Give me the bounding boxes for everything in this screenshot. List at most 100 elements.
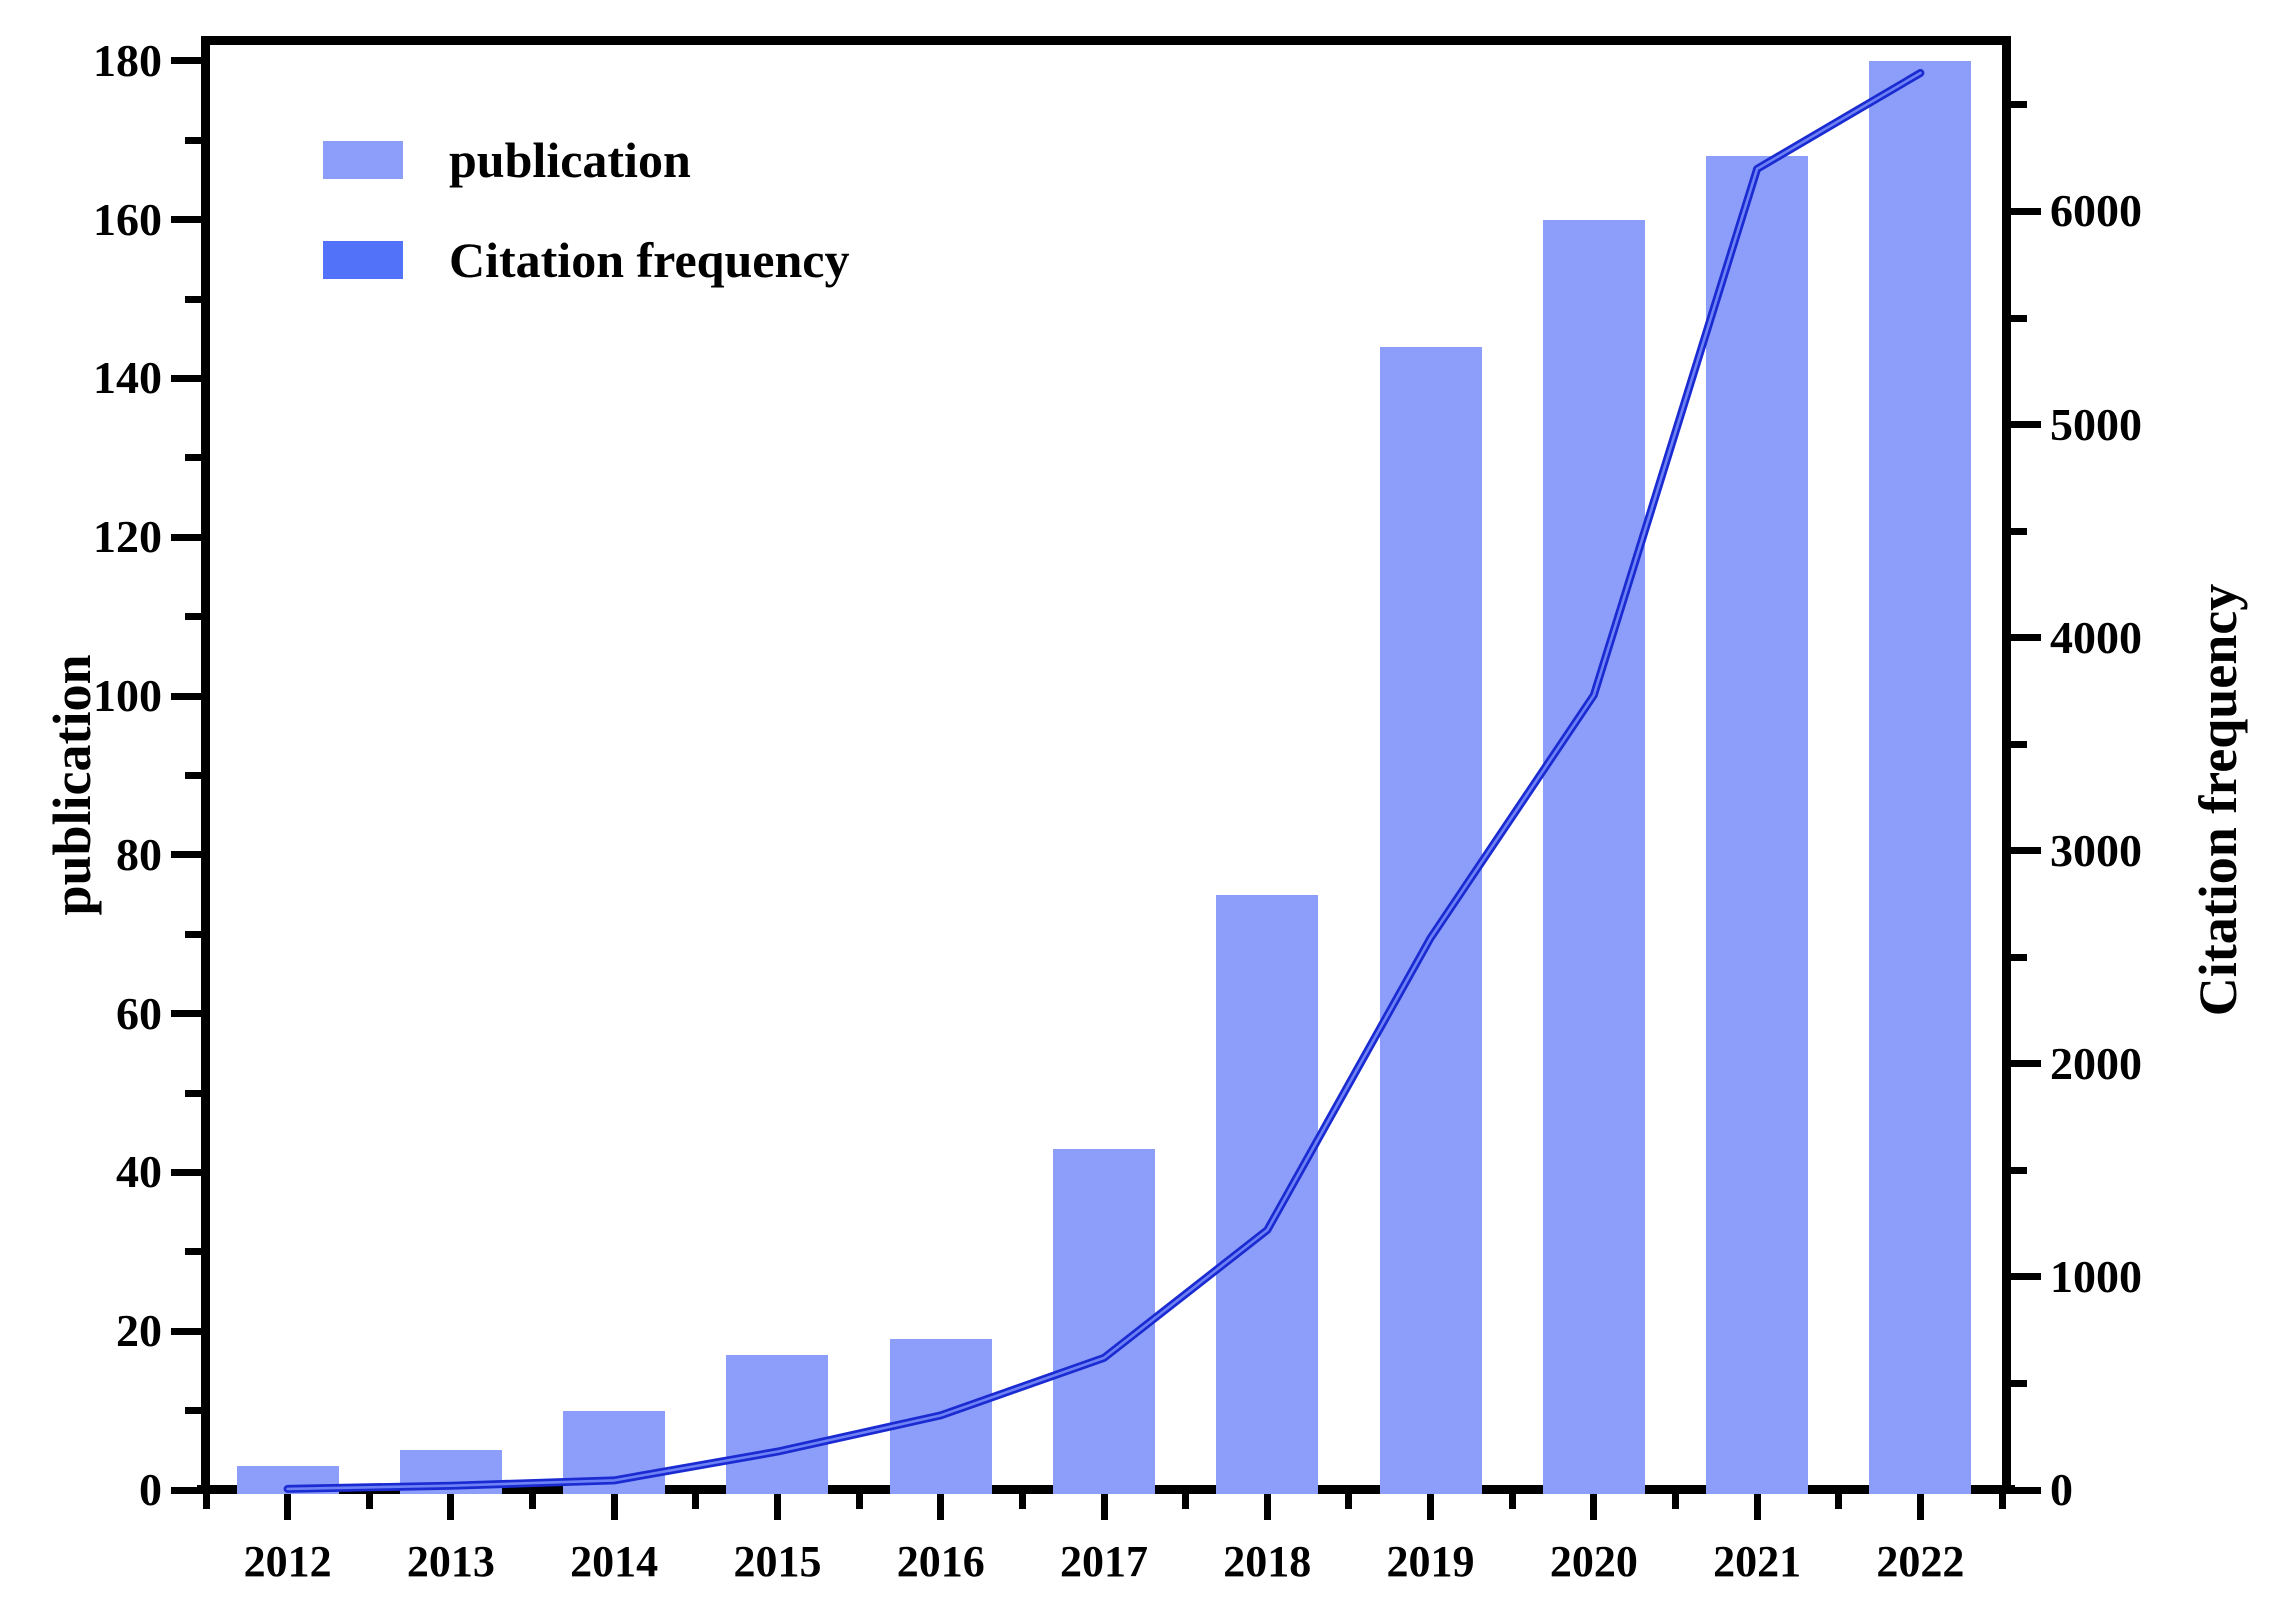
publication-bar-2017 — [1053, 1148, 1155, 1494]
right-axis-tick-label: 2000 — [2050, 1037, 2142, 1089]
x-axis-tick-label: 2022 — [1876, 1537, 1965, 1586]
left-axis-major-tick — [171, 851, 201, 859]
citation-line-core-stroke — [286, 71, 1922, 1491]
x-axis-minor-tick — [1508, 1494, 1516, 1509]
x-axis-major-tick — [937, 1494, 945, 1520]
x-axis-major-tick — [284, 1494, 292, 1520]
legend: publication Citation frequency — [323, 110, 849, 310]
left-axis-tick-label: 20 — [116, 1305, 162, 1357]
left-axis-major-tick — [171, 1010, 201, 1018]
left-axis-major-tick — [171, 692, 201, 700]
x-axis-minor-tick — [1671, 1494, 1679, 1509]
left-axis-major-tick — [171, 57, 201, 65]
x-axis-tick-label: 2012 — [243, 1537, 332, 1586]
right-axis-tick-label: 5000 — [2050, 398, 2142, 450]
publication-swatch-icon — [323, 141, 403, 179]
left-axis-minor-tick — [185, 454, 201, 462]
left-axis-minor-tick — [185, 1407, 201, 1415]
left-axis-major-tick — [171, 1327, 201, 1335]
right-axis-minor-tick — [2011, 101, 2027, 109]
x-axis-tick-label: 2020 — [1549, 1537, 1638, 1586]
legend-label-citation: Citation frequency — [449, 232, 850, 288]
x-axis-minor-tick — [529, 1494, 537, 1509]
right-axis-tick-label: 1000 — [2050, 1250, 2142, 1302]
x-axis-major-tick — [447, 1494, 455, 1520]
x-axis-minor-tick — [202, 1494, 210, 1509]
right-axis-minor-tick — [2011, 740, 2027, 748]
right-axis-tick-label: 0 — [2050, 1464, 2073, 1515]
top-spine — [201, 36, 2011, 45]
x-axis-tick-label: 2015 — [733, 1537, 822, 1586]
left-axis-minor-tick — [185, 613, 201, 621]
left-axis-major-tick — [171, 216, 201, 224]
right-axis-tick-label: 6000 — [2050, 185, 2142, 237]
x-axis-major-tick — [1916, 1494, 1924, 1520]
left-axis-tick-label: 100 — [93, 670, 162, 722]
x-axis-major-tick — [1100, 1494, 1108, 1520]
right-axis-major-tick — [2011, 847, 2041, 855]
right-axis-major-tick — [2011, 207, 2041, 215]
left-axis-major-tick — [171, 1486, 201, 1494]
x-axis-tick-label: 2017 — [1060, 1537, 1148, 1586]
left-axis-minor-tick — [185, 295, 201, 303]
left-axis-minor-tick — [185, 771, 201, 779]
x-axis-minor-tick — [1018, 1494, 1026, 1509]
x-axis-tick-label: 2018 — [1223, 1537, 1312, 1586]
left-axis-major-tick — [171, 374, 201, 382]
left-spine — [201, 36, 210, 1494]
right-axis-major-tick — [2011, 421, 2041, 429]
legend-row-publication: publication — [323, 110, 849, 210]
left-axis-major-tick — [171, 1168, 201, 1176]
x-axis-major-tick — [773, 1494, 781, 1520]
x-axis-major-tick — [1753, 1494, 1761, 1520]
left-axis-tick-label: 120 — [93, 511, 162, 563]
left-axis-minor-tick — [185, 136, 201, 144]
publication-bar-2022 — [1869, 60, 1972, 1494]
publication-bar-2015 — [726, 1355, 829, 1494]
legend-label-publication: publication — [449, 132, 691, 188]
right-spine — [2002, 36, 2011, 1494]
citation-swatch-icon — [323, 241, 403, 279]
left-axis-minor-tick — [185, 1089, 201, 1097]
left-axis-major-tick — [171, 533, 201, 541]
x-axis-major-tick — [610, 1494, 618, 1520]
right-axis-tick-label: 3000 — [2050, 824, 2142, 876]
left-axis-tick-label: 0 — [139, 1464, 162, 1515]
x-axis-tick-label: 2014 — [570, 1537, 659, 1586]
left-axis-minor-tick — [185, 930, 201, 938]
x-axis-minor-tick — [1345, 1494, 1353, 1509]
right-axis-minor-tick — [2011, 953, 2027, 961]
left-axis-tick-label: 160 — [93, 193, 162, 245]
x-axis-major-tick — [1427, 1494, 1435, 1520]
publication-bar-2018 — [1216, 894, 1319, 1494]
left-axis-tick-label: 180 — [93, 34, 162, 86]
right-axis-major-tick — [2011, 1486, 2041, 1494]
x-axis-minor-tick — [855, 1494, 863, 1509]
x-axis-minor-tick — [1835, 1494, 1843, 1509]
left-axis-tick-label: 140 — [93, 352, 162, 404]
left-axis-tick-label: 60 — [116, 987, 162, 1039]
legend-row-citation: Citation frequency — [323, 210, 849, 310]
right-axis-minor-tick — [2011, 1166, 2027, 1174]
x-axis-major-tick — [1263, 1494, 1271, 1520]
right-axis-minor-tick — [2011, 314, 2027, 322]
x-axis-minor-tick — [365, 1494, 373, 1509]
publication-bar-2021 — [1706, 156, 1809, 1494]
left-axis-tick-label: 80 — [116, 828, 162, 880]
x-axis-minor-tick — [692, 1494, 700, 1509]
right-axis-major-tick — [2011, 1273, 2041, 1281]
right-axis-minor-tick — [2011, 1379, 2027, 1387]
right-axis-major-tick — [2011, 634, 2041, 642]
right-axis-major-tick — [2011, 1060, 2041, 1068]
x-axis-major-tick — [1590, 1494, 1598, 1520]
publication-bar-2020 — [1542, 219, 1645, 1494]
publication-bar-2019 — [1379, 346, 1482, 1494]
x-axis-minor-tick — [1182, 1494, 1190, 1509]
left-axis-minor-tick — [185, 1248, 201, 1256]
right-axis-tick-label: 4000 — [2050, 611, 2142, 663]
x-axis-minor-tick — [1998, 1494, 2006, 1509]
left-axis-tick-label: 40 — [116, 1146, 162, 1198]
x-axis-tick-label: 2016 — [896, 1537, 985, 1586]
left-axis-title: publication — [42, 654, 102, 916]
